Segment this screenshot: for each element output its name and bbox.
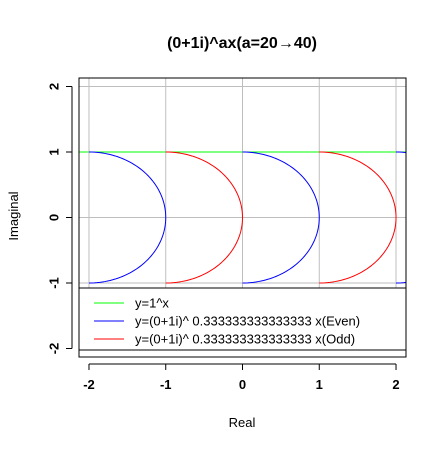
y-tick-label: -2 (47, 343, 62, 355)
x-axis-label: Real (229, 415, 256, 430)
axes: -2 -1 0 1 2 -2 -1 0 1 2 (47, 83, 400, 392)
y-tick-label: 2 (47, 83, 62, 90)
x-tick-label: 2 (392, 377, 399, 392)
y-tick-label: 0 (47, 214, 62, 221)
y-tick-label: -1 (47, 277, 62, 289)
x-tick-label: 1 (316, 377, 323, 392)
series-arc-1-0 (88, 151, 167, 284)
legend-label-0: y=1^x (135, 296, 169, 311)
y-axis-label: Imaginal (6, 191, 21, 240)
legend-label-2: y=(0+1i)^ 0.333333333333333 x(Odd) (135, 332, 355, 347)
x-tick-label: -1 (160, 377, 172, 392)
legend-box (78, 287, 407, 351)
chart-title: (0+1i)^ax(a=20→40) (167, 35, 317, 52)
plot-frame (78, 77, 407, 358)
series-lines (79, 151, 406, 284)
x-tick-label: -2 (83, 377, 95, 392)
legend: y=1^x y=(0+1i)^ 0.333333333333333 x(Even)… (94, 296, 360, 347)
series-arc-2-1 (319, 151, 397, 284)
legend-label-1: y=(0+1i)^ 0.333333333333333 x(Even) (135, 314, 360, 329)
series-arc-2-0 (165, 151, 244, 284)
x-tick-label: 0 (239, 377, 246, 392)
series-arc-1-1 (242, 151, 320, 284)
y-tick-label: 1 (47, 148, 62, 155)
